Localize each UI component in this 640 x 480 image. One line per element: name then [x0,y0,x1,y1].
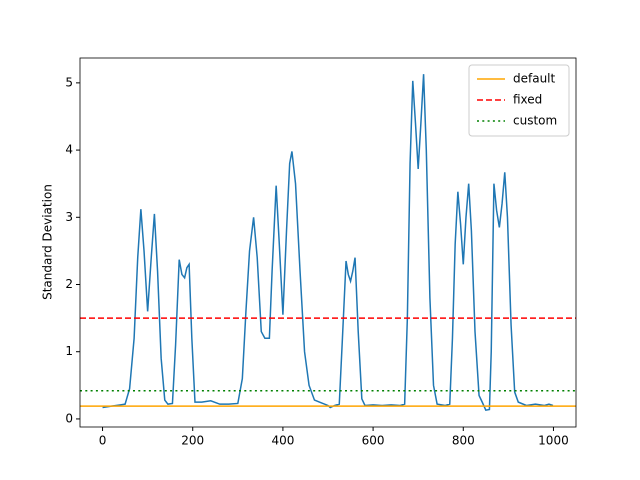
legend-label: custom [513,114,557,128]
y-tick-label: 0 [65,411,73,425]
y-axis-label: Standard Deviation [41,184,55,300]
y-tick-label: 4 [65,143,73,157]
data-line [102,74,554,412]
y-tick-label: 5 [65,75,73,89]
x-tick-label: 600 [362,434,385,448]
x-tick-label: 800 [452,434,475,448]
x-tick-label: 1000 [538,434,569,448]
x-tick-label: 200 [181,434,204,448]
axes-frame [79,57,577,428]
legend-label: fixed [513,93,542,107]
x-tick-label: 0 [99,434,107,448]
legend-label: default [513,72,556,86]
y-tick-label: 2 [65,277,73,291]
y-tick-label: 3 [65,210,73,224]
legend-box [468,64,570,137]
x-tick-label: 400 [271,434,294,448]
y-tick-label: 1 [65,344,73,358]
